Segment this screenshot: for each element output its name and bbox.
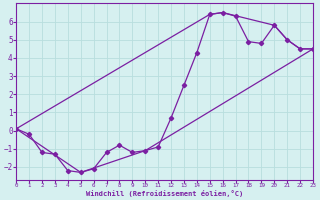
X-axis label: Windchill (Refroidissement éolien,°C): Windchill (Refroidissement éolien,°C): [86, 190, 243, 197]
